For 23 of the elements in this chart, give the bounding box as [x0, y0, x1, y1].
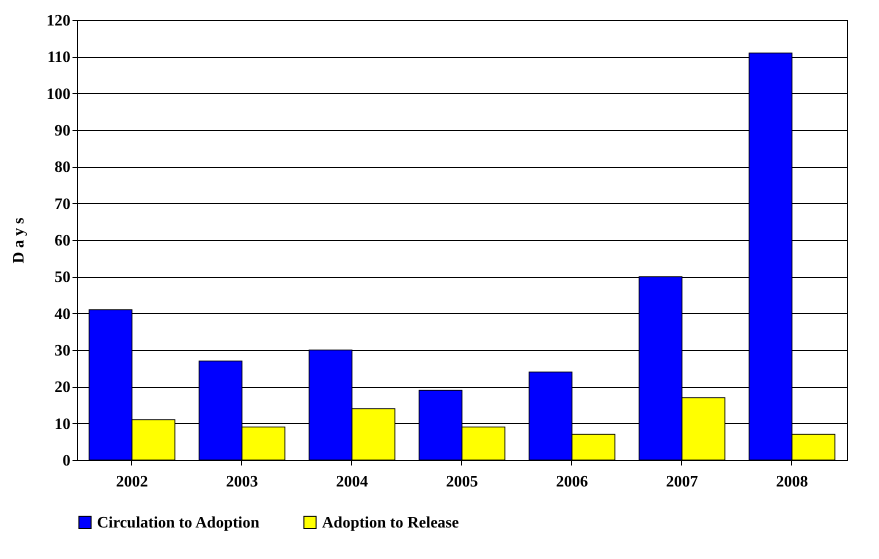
- x-tick-label: 2007: [666, 474, 698, 490]
- y-tick-label: 80: [54, 159, 70, 176]
- y-tick-label: 10: [54, 416, 70, 433]
- y-tick-label: 40: [54, 306, 70, 323]
- y-tick-label: 120: [46, 12, 70, 30]
- y-tick-label: 60: [54, 232, 70, 250]
- legend-label: Adoption to Release: [322, 514, 459, 532]
- y-tick-label: 0: [62, 452, 70, 470]
- legend-label: Circulation to Adoption: [97, 514, 260, 532]
- x-tick-label: 2008: [776, 474, 808, 490]
- y-tick-label: 100: [46, 86, 70, 103]
- y-tick-label: 20: [54, 379, 70, 396]
- x-tick-label: 2002: [116, 474, 148, 490]
- x-tick-label: 2003: [226, 474, 258, 490]
- y-axis-title: D a y s: [10, 218, 28, 264]
- y-tick-label: 30: [54, 342, 70, 360]
- y-tick-label: 50: [54, 269, 70, 286]
- x-tick-label: 2006: [556, 474, 588, 490]
- y-tick-label: 90: [54, 122, 70, 140]
- y-tick-label: 110: [47, 49, 70, 66]
- x-tick-label: 2005: [446, 474, 478, 490]
- y-tick-label: 70: [54, 196, 70, 213]
- x-tick-label: 2004: [336, 474, 368, 490]
